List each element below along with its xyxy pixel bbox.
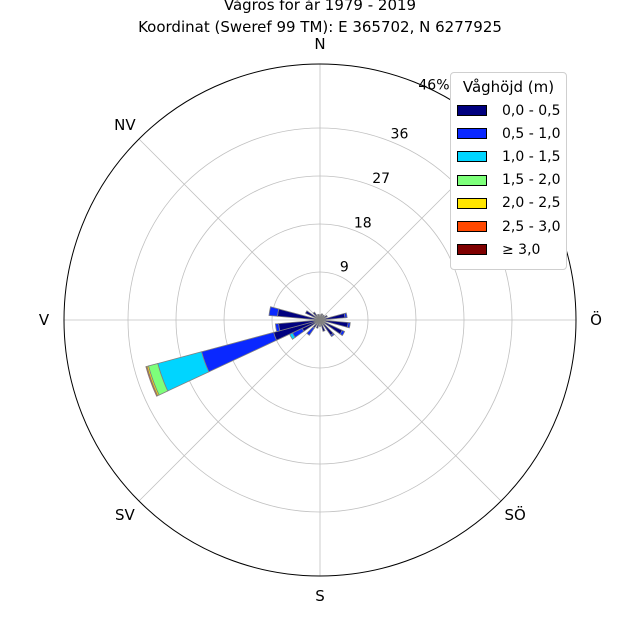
rose-bar-segment	[304, 310, 321, 321]
legend-swatch	[457, 174, 487, 186]
rose-bar-segment	[330, 332, 335, 338]
legend-label: 2,0 - 2,5	[502, 195, 561, 212]
rose-bar-segment	[319, 319, 326, 332]
radial-gridline	[127, 127, 513, 513]
legend-swatch	[457, 128, 487, 140]
radial-gridline	[223, 223, 417, 417]
spoke-gridline	[138, 319, 321, 502]
direction-label: V	[39, 311, 50, 329]
legend-entry: 0,0 - 0,5	[451, 99, 566, 122]
legend-label: 2,5 - 3,0	[502, 218, 561, 235]
chart-title: Vågros för år 1979 - 2019	[223, 0, 417, 14]
radial-tick-label: 36	[391, 127, 409, 143]
radial-max-label: 46%	[418, 77, 449, 93]
legend-entry: 1,5 - 2,0	[451, 169, 566, 192]
legend-swatch	[457, 221, 487, 233]
spoke-gridline	[319, 319, 502, 502]
direction-label: N	[314, 35, 325, 53]
direction-label: NV	[114, 116, 136, 134]
rose-bar-segment	[319, 314, 328, 321]
rose-bar-segment	[346, 322, 351, 329]
radial-gridline	[271, 271, 369, 369]
rose-bar-segment	[306, 326, 316, 336]
rose-bar-segment	[319, 314, 321, 321]
rose-bar-segment	[315, 319, 321, 329]
legend-swatch	[457, 151, 487, 163]
direction-label: SV	[115, 506, 136, 524]
rose-bar-segment	[274, 323, 281, 333]
legend-entry: ≥ 3,0	[451, 238, 566, 261]
legend-entry: 2,5 - 3,0	[451, 215, 566, 238]
rose-bar-segment	[277, 308, 321, 321]
legend-label: ≥ 3,0	[502, 241, 541, 258]
direction-label: S	[315, 587, 325, 605]
radial-tick-label: 9	[340, 260, 349, 276]
rose-bar-segment	[343, 312, 348, 319]
direction-label: SÖ	[504, 505, 525, 524]
rose-bar-segment	[312, 311, 321, 321]
radial-gridline	[175, 175, 465, 465]
rose-bar-segment	[268, 306, 280, 317]
legend-label: 1,0 - 1,5	[502, 148, 561, 165]
legend-title: Våghöjd (m)	[462, 78, 555, 96]
radial-tick-label: 18	[354, 215, 372, 231]
radial-tick-label: 27	[372, 171, 390, 187]
rose-bar-segment	[201, 331, 278, 373]
polar-frame	[63, 63, 577, 577]
legend-label: 1,5 - 2,0	[502, 172, 561, 189]
rose-bar-segment	[316, 313, 321, 321]
legend-swatch	[457, 197, 487, 209]
legend-entry: 0,5 - 1,0	[451, 122, 566, 145]
legend-entry: 2,0 - 2,5	[451, 192, 566, 215]
legend-label: 0,0 - 0,5	[502, 102, 561, 119]
legend-label: 0,5 - 1,0	[502, 125, 561, 142]
legend-swatch	[457, 244, 487, 256]
rose-bar-segment	[319, 319, 321, 327]
legend-swatch	[457, 105, 487, 117]
legend-entry: 1,0 - 1,5	[451, 145, 566, 168]
rose-bar-segment	[339, 329, 346, 337]
chart-subtitle: Koordinat (Sweref 99 TM): E 365702, N 62…	[138, 18, 502, 36]
direction-label: Ö	[590, 310, 602, 329]
rose-bar-segment	[145, 365, 159, 397]
spoke-gridline	[138, 138, 321, 321]
legend: Våghöjd (m) 0,0 - 0,5 0,5 - 1,0 1,0 - 1,5 1…	[450, 72, 567, 270]
